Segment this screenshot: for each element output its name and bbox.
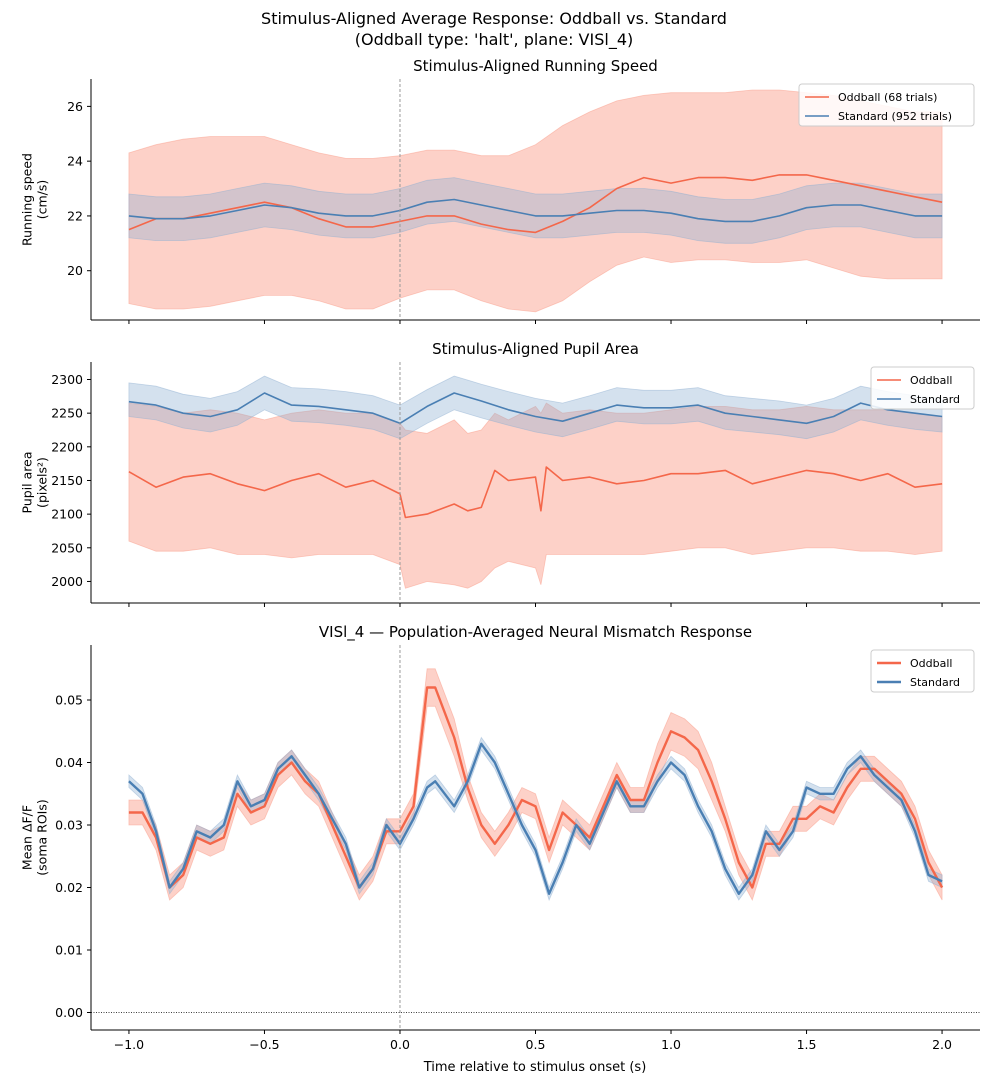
oddball-confidence-band <box>128 89 943 313</box>
neural-response-panel: VISl_4 — Population-Averaged Neural Mism… <box>20 623 980 1052</box>
oddball-series-line <box>128 466 943 519</box>
legend-label-oddball: Oddball <box>910 657 952 670</box>
figure-title-line2: (Oddball type: 'halt', plane: VISl_4) <box>355 30 634 50</box>
legend: Oddball Standard <box>870 366 975 410</box>
y-tick-label: 26 <box>67 99 83 114</box>
y-tick-label: 0.05 <box>55 693 83 708</box>
x-tick-label: 1.5 <box>797 1037 817 1052</box>
y-axis-label-line1: Pupil area <box>20 452 35 514</box>
x-tick-label: 1.0 <box>661 1037 681 1052</box>
standard-confidence-band <box>128 177 943 244</box>
legend-label-oddball: Oddball <box>910 374 952 387</box>
y-axis-label: Mean ΔF/F(soma ROIs) <box>20 799 50 875</box>
y-tick-label: 0.04 <box>55 755 83 770</box>
figure-title-line1: Stimulus-Aligned Average Response: Oddba… <box>261 9 727 28</box>
y-tick-label: 22 <box>67 208 83 223</box>
y-tick-label: 2250 <box>51 406 83 421</box>
legend-label-standard: Standard <box>910 676 960 689</box>
y-tick-label: 0.03 <box>55 818 83 833</box>
legend-box <box>798 83 975 127</box>
y-tick-label: 0.02 <box>55 880 83 895</box>
y-tick-label: 2150 <box>51 473 83 488</box>
standard-series-line <box>128 198 943 223</box>
legend: Oddball (68 trials) Standard (952 trials) <box>798 83 975 127</box>
panel-title: Stimulus-Aligned Running Speed <box>413 57 658 75</box>
oddball-confidence-band <box>128 402 943 589</box>
y-tick-label: 24 <box>67 154 83 169</box>
y-axis-label-line2: (pixels²) <box>35 457 50 508</box>
pupil-area-panel: Stimulus-Aligned Pupil Area Pupil area(pi… <box>20 340 980 607</box>
y-tick-label: 2200 <box>51 439 83 454</box>
x-tick-label: −1.0 <box>114 1037 144 1052</box>
y-tick-label: 2300 <box>51 372 83 387</box>
x-tick-label: 0.5 <box>526 1037 546 1052</box>
y-tick-label: 20 <box>67 263 83 278</box>
oddball-series-line <box>128 174 943 234</box>
legend-label-standard: Standard <box>910 393 960 406</box>
y-tick-label: 0.00 <box>55 1005 83 1020</box>
standard-series-line <box>128 392 943 425</box>
y-axis-label: Running speed(cm/s) <box>20 153 50 246</box>
standard-series-line <box>128 742 943 895</box>
x-tick-label: −0.5 <box>249 1037 279 1052</box>
standard-confidence-band <box>128 375 943 440</box>
legend-label-standard: Standard (952 trials) <box>838 110 952 123</box>
x-axis-label: Time relative to stimulus onset (s) <box>423 1060 647 1075</box>
x-tick-label: 2.0 <box>932 1037 952 1052</box>
legend: Oddball Standard <box>870 649 975 693</box>
oddball-confidence-band <box>128 668 943 902</box>
y-tick-label: 0.01 <box>55 943 83 958</box>
panel-title: VISl_4 — Population-Averaged Neural Mism… <box>319 623 752 642</box>
y-axis-label-line1: Running speed <box>20 153 35 246</box>
legend-label-oddball: Oddball (68 trials) <box>838 91 937 104</box>
panel-title: Stimulus-Aligned Pupil Area <box>432 340 639 358</box>
y-tick-label: 2000 <box>51 574 83 589</box>
y-axis-label: Pupil area(pixels²) <box>20 452 50 514</box>
y-tick-label: 2050 <box>51 540 83 555</box>
y-tick-label: 2100 <box>51 507 83 522</box>
y-axis-label-line2: (cm/s) <box>35 180 50 220</box>
x-tick-label: 0.0 <box>390 1037 410 1052</box>
y-axis-label-line1: Mean ΔF/F <box>20 805 35 870</box>
oddball-series-line <box>128 686 944 889</box>
y-axis-label-line2: (soma ROIs) <box>35 799 50 875</box>
running-speed-panel: Stimulus-Aligned Running Speed Running sp… <box>20 57 980 324</box>
